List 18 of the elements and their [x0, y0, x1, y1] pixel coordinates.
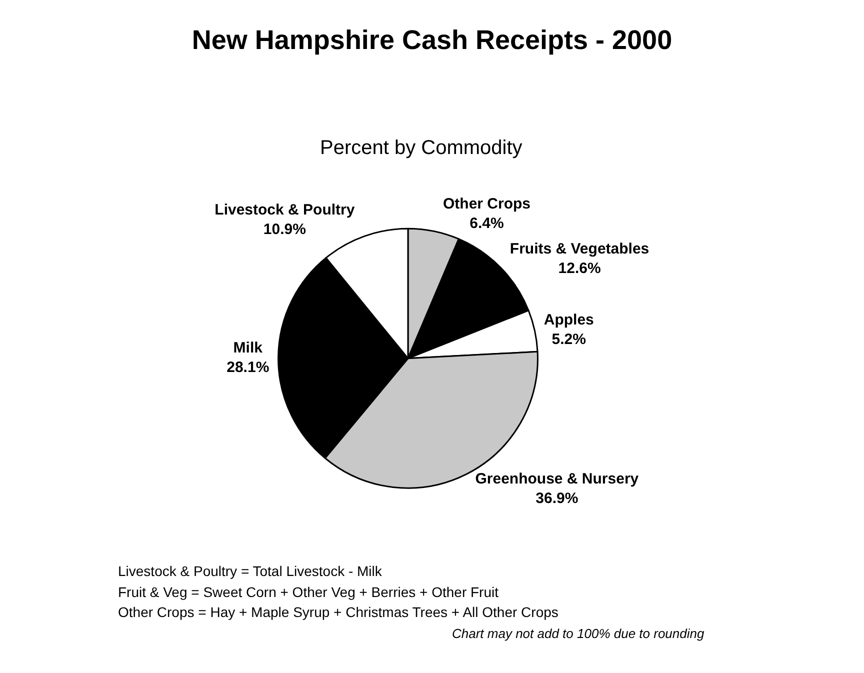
slice-label: Livestock & Poultry — [214, 202, 356, 219]
data-label: 28.1% — [226, 359, 270, 376]
chart-subtitle: Percent by Commodity — [320, 137, 522, 159]
data-label: 10.9% — [263, 221, 306, 238]
slice-label: Other Crops — [443, 196, 531, 212]
slice-label: Apples — [544, 312, 594, 329]
data-label: 6.4% — [470, 215, 504, 232]
chart-title: New Hampshire Cash Receipts - 2000 — [192, 25, 672, 56]
slice-label: Fruits & Vegetables — [510, 240, 650, 258]
data-label: 5.2% — [552, 331, 586, 348]
data-label: 36.9% — [536, 490, 578, 508]
slice-label: Milk — [233, 340, 264, 357]
slice-label: Greenhouse & Nursery — [475, 470, 640, 488]
text: Other Crops = Hay + Maple Syrup + Christmas Trees + All Other Crops — [118, 604, 558, 620]
data-label: 12.6% — [558, 260, 601, 278]
text: Fruit & Veg = Sweet Corn + Other Veg + Berries + Other Fruit — [118, 584, 499, 600]
text: Chart may not add to 100% due to rounding — [452, 626, 705, 641]
text: Livestock & Poultry = Total Livestock - Milk — [118, 563, 383, 579]
